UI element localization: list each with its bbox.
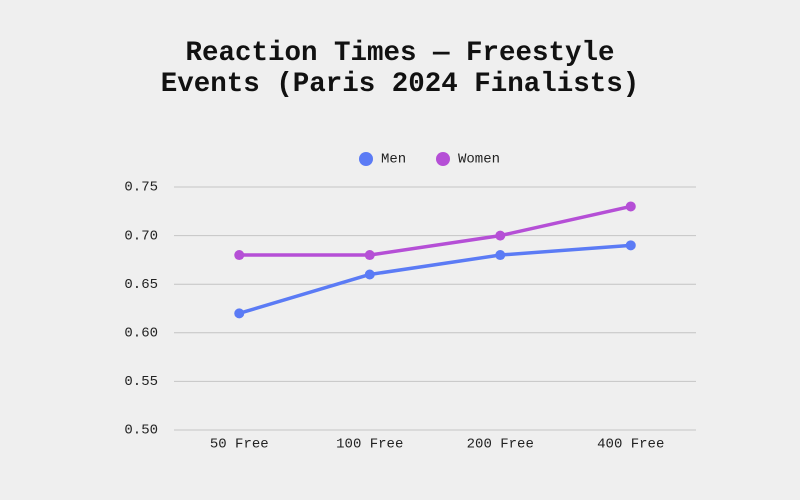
x-tick-label: 200 Free <box>467 437 534 453</box>
legend-label: Women <box>458 152 500 168</box>
y-tick-label: 0.50 <box>124 423 158 439</box>
data-point <box>625 240 636 251</box>
x-tick-label: 50 Free <box>210 437 269 453</box>
data-point <box>234 250 245 261</box>
series-line <box>239 204 632 257</box>
data-point <box>495 250 506 261</box>
y-tick-label: 0.70 <box>124 228 158 244</box>
y-tick-label: 0.60 <box>124 326 158 342</box>
series-line <box>238 243 631 316</box>
data-point <box>495 230 506 241</box>
data-point <box>364 250 375 261</box>
legend-label: Men <box>381 152 406 168</box>
y-tick-label: 0.55 <box>124 374 158 390</box>
legend-marker <box>359 152 373 166</box>
chart-title: Reaction Times — Freestyle Events (Paris… <box>160 38 640 100</box>
x-tick-label: 400 Free <box>597 437 664 453</box>
y-tick-label: 0.65 <box>124 277 158 293</box>
x-tick-label: 100 Free <box>336 437 403 453</box>
data-point <box>625 201 636 212</box>
legend-marker <box>436 152 450 166</box>
data-point <box>234 308 245 319</box>
y-tick-label: 0.75 <box>124 180 158 196</box>
data-point <box>364 269 375 280</box>
